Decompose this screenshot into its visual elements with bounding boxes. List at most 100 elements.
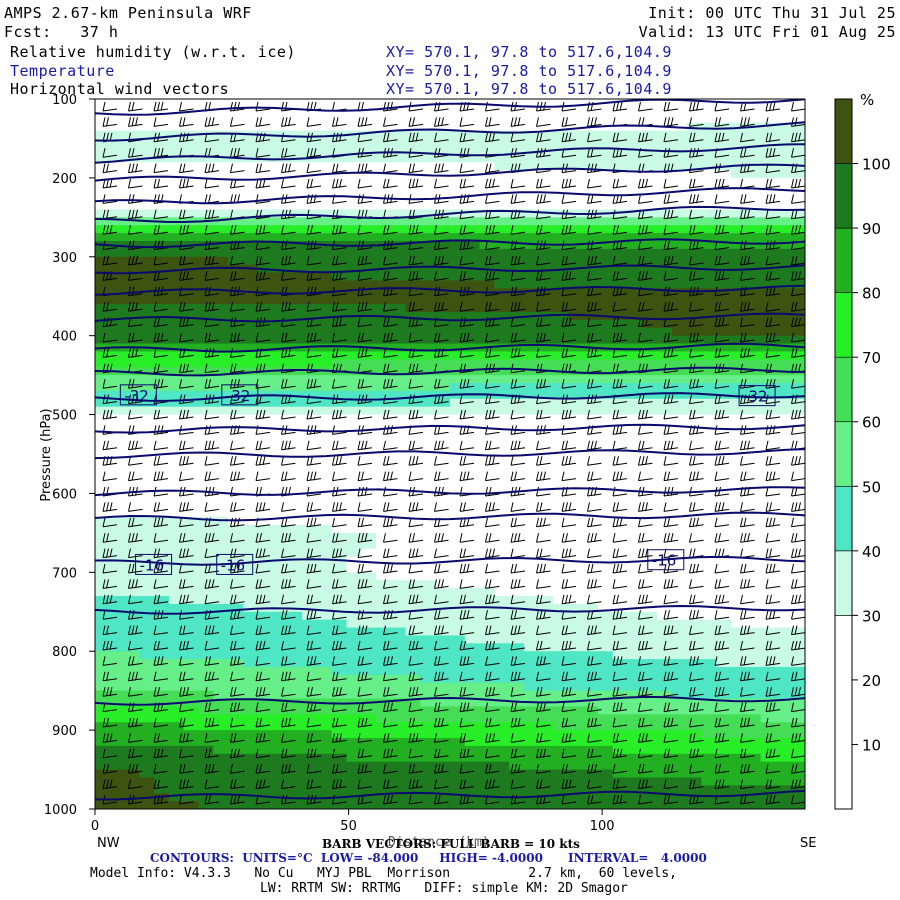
rh-cell [494, 272, 510, 282]
rh-cell [612, 785, 629, 794]
rh-cell [775, 209, 791, 218]
rh-cell [612, 477, 629, 487]
wind-barb [255, 332, 271, 343]
rh-cell [745, 706, 762, 715]
rh-cell [523, 327, 540, 337]
rh-cell [597, 738, 614, 747]
wind-barb [128, 687, 143, 697]
rh-cell [760, 335, 777, 345]
rh-cell [642, 501, 658, 510]
rh-cell [568, 217, 584, 226]
wind-barb [179, 240, 194, 251]
rh-cell [346, 745, 362, 755]
wind-barb [383, 409, 398, 420]
rh-cell [701, 422, 717, 431]
rh-cell [287, 572, 303, 581]
rh-cell [198, 698, 214, 708]
rh-cell [450, 343, 466, 353]
rh-cell [538, 722, 555, 731]
rh-cell [731, 738, 747, 747]
wind-barb [204, 702, 220, 713]
rh-cell [612, 548, 629, 558]
wind-barb [434, 456, 449, 466]
wind-barb [128, 733, 143, 743]
rh-cell [183, 414, 200, 424]
rh-cell [760, 801, 777, 809]
rh-cell [361, 580, 377, 589]
rh-cell [686, 446, 703, 455]
rh-cell [642, 619, 658, 629]
rh-cell [435, 556, 451, 566]
rh-cell [405, 801, 422, 809]
rh-cell [464, 643, 481, 652]
rh-cell [361, 185, 377, 195]
wind-barb [383, 271, 398, 281]
rh-cell [642, 722, 658, 731]
wind-barb [255, 225, 271, 235]
rh-cell [775, 130, 791, 140]
wind-barb [204, 271, 220, 281]
rh-cell [479, 619, 495, 629]
rh-cell [242, 588, 259, 597]
rh-cell [139, 430, 155, 439]
rh-cell [124, 714, 140, 723]
rh-cell [568, 635, 584, 644]
rh-cell [671, 225, 688, 234]
rh-cell [109, 122, 126, 132]
rh-cell [390, 383, 407, 392]
rh-cell [95, 217, 111, 226]
rh-cell [302, 209, 318, 218]
rh-cell [213, 485, 229, 495]
rh-cell [597, 241, 614, 250]
rh-cell [657, 493, 673, 502]
rh-cell [287, 611, 303, 621]
rh-cell [183, 248, 200, 258]
rh-cell [287, 422, 303, 431]
rh-cell [716, 627, 732, 637]
rh-cell [213, 493, 229, 502]
rh-cell [775, 414, 791, 424]
rh-cell [390, 398, 407, 408]
rh-cell [671, 619, 688, 629]
rh-cell [331, 233, 348, 242]
rh-cell [583, 146, 599, 155]
rh-cell [745, 304, 762, 313]
rh-cell [154, 130, 170, 140]
rh-cell [242, 493, 259, 502]
rh-cell [701, 288, 717, 297]
rh-cell [139, 272, 155, 282]
rh-cell [405, 138, 422, 147]
rh-cell [745, 272, 762, 282]
rh-cell [287, 383, 303, 392]
rh-cell [272, 714, 288, 723]
rh-cell [302, 272, 318, 282]
rh-cell [109, 738, 126, 747]
rh-cell [627, 588, 643, 597]
rh-cell [745, 525, 762, 534]
rh-cell [109, 162, 126, 171]
rh-cell [479, 556, 495, 566]
rh-cell [183, 493, 200, 502]
rh-cell [775, 383, 791, 392]
rh-cell [272, 667, 288, 676]
rh-cell [642, 698, 658, 708]
wind-barb [332, 517, 347, 528]
rh-cell [479, 209, 495, 218]
rh-cell [597, 801, 614, 809]
rh-cell [583, 674, 599, 684]
rh-cell [302, 177, 318, 187]
rh-cell [272, 446, 288, 455]
rh-cell [435, 493, 451, 502]
rh-cell [450, 769, 466, 779]
rh-cell [760, 351, 777, 360]
rh-cell [450, 761, 466, 771]
rh-cell [302, 359, 318, 368]
rh-cell [154, 730, 170, 739]
rh-cell [612, 682, 629, 692]
wind-barb [204, 178, 220, 189]
rh-cell [553, 730, 569, 739]
rh-cell [494, 730, 510, 739]
rh-cell [450, 272, 466, 282]
rh-cell [538, 525, 555, 534]
rh-cell [731, 375, 747, 384]
